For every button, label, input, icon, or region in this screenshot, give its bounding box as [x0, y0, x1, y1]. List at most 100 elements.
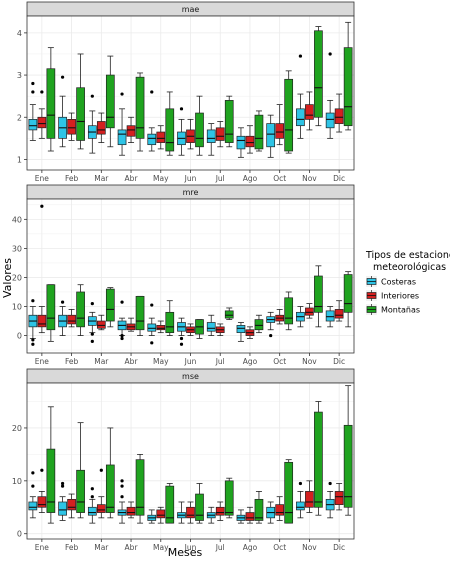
x-tick-label: Jul	[215, 357, 225, 366]
box-feb	[67, 309, 76, 328]
box-iqr	[147, 133, 157, 146]
legend-item-montañas: Montañas	[366, 304, 420, 315]
box-jun	[186, 501, 195, 524]
x-tick-label: Jun	[184, 357, 197, 366]
outlier-point	[120, 479, 124, 483]
x-tick-label: Abr	[125, 174, 139, 183]
box-iqr	[58, 501, 67, 516]
outlier-point	[31, 342, 35, 346]
x-tick-label: Feb	[65, 357, 79, 366]
box-iqr	[126, 125, 136, 137]
box-oct	[284, 291, 294, 331]
legend: Tipos de estaciones meteorológicas Coste…	[365, 250, 450, 315]
box-iqr	[275, 123, 285, 139]
box-jul	[224, 477, 234, 519]
box-iqr	[186, 506, 195, 519]
y-tick-label: 40	[12, 215, 22, 224]
outlier-point	[328, 481, 332, 486]
box-iqr	[305, 491, 314, 508]
outlier-point	[120, 333, 124, 338]
box-iqr	[236, 325, 246, 334]
box-dic	[334, 93, 344, 133]
facet-strip-label: mse	[182, 372, 199, 381]
box-jul	[224, 95, 234, 148]
box-feb	[67, 112, 76, 141]
outlier-point	[31, 81, 35, 86]
box-oct	[275, 309, 285, 325]
outlier-point	[60, 484, 65, 488]
y-tick-label: 10	[12, 477, 22, 486]
box-jul	[215, 501, 225, 521]
box-abr	[126, 317, 136, 332]
box-ene	[28, 299, 38, 346]
box-iqr	[76, 87, 85, 141]
box-dic	[325, 306, 335, 328]
box-jun	[195, 95, 204, 156]
box-jun	[177, 501, 186, 524]
box-iqr	[343, 47, 353, 127]
facet-strip-label: mae	[182, 5, 200, 14]
x-tick-label: Nov	[302, 543, 317, 552]
box-iqr	[28, 501, 38, 511]
panels: mae 1 2 3 4 Ene Feb Mar Abr May Jun Jul Ago Oct Nov Dic…	[12, 1, 355, 552]
box-abr	[117, 300, 127, 341]
x-tick-label: Oct	[273, 357, 286, 366]
box-iqr	[275, 504, 285, 516]
x-tick-label: Oct	[273, 543, 286, 552]
x-tick-label: Ene	[35, 174, 49, 183]
x-tick-label: Ago	[243, 174, 258, 183]
panel-mre: mre 0 10 20 30 40 Ene Feb Mar Abr May Jun Jul Ago Oct N…	[12, 184, 355, 366]
outlier-point	[60, 300, 65, 304]
box-nov	[305, 480, 314, 513]
series-montañas	[46, 385, 353, 524]
box-feb	[76, 284, 85, 336]
outlier-point	[90, 487, 94, 491]
box-iqr	[195, 112, 204, 148]
outlier-point	[31, 484, 35, 488]
x-tick-label: Feb	[65, 174, 79, 183]
box-nov	[296, 306, 305, 328]
y-tick-label: 10	[12, 303, 22, 312]
box-iqr	[284, 297, 294, 325]
box-iqr	[37, 116, 47, 129]
box-mar	[96, 468, 106, 519]
series-montañas	[46, 21, 353, 156]
outlier-point	[60, 481, 65, 486]
y-tick-label: 20	[12, 273, 22, 282]
box-may	[147, 303, 157, 345]
box-iqr	[305, 307, 314, 316]
box-iqr	[46, 284, 56, 331]
box-iqr	[254, 319, 264, 331]
outlier-point	[99, 468, 103, 472]
series-costeras	[28, 299, 335, 346]
box-iqr	[254, 498, 264, 521]
outlier-point	[40, 468, 44, 472]
box-iqr	[343, 424, 353, 508]
box-ene	[37, 204, 47, 334]
outlier-point	[120, 495, 124, 499]
box-jun	[195, 483, 204, 524]
y-tick-label: 0	[17, 332, 22, 341]
y-tick-label: 2	[17, 113, 22, 122]
box-iqr	[284, 461, 294, 524]
box-ago	[245, 326, 255, 339]
box-dic	[334, 300, 344, 322]
series-interiores	[37, 90, 344, 154]
box-iqr	[156, 325, 166, 331]
x-tick-label: Dic	[333, 357, 345, 366]
box-jun	[177, 317, 186, 346]
box-iqr	[37, 496, 47, 508]
box-oct	[266, 311, 276, 338]
x-tick-label: Nov	[302, 174, 317, 183]
box-abr	[117, 92, 127, 156]
legend-item-interiores: Interiores	[366, 290, 419, 301]
box-oct	[284, 459, 294, 524]
box-nov	[296, 481, 305, 519]
box-dic	[325, 52, 335, 139]
box-iqr	[245, 135, 255, 148]
box-mar	[105, 287, 115, 328]
box-may	[156, 125, 166, 150]
box-iqr	[195, 493, 204, 521]
x-tick-label: Abr	[125, 543, 139, 552]
